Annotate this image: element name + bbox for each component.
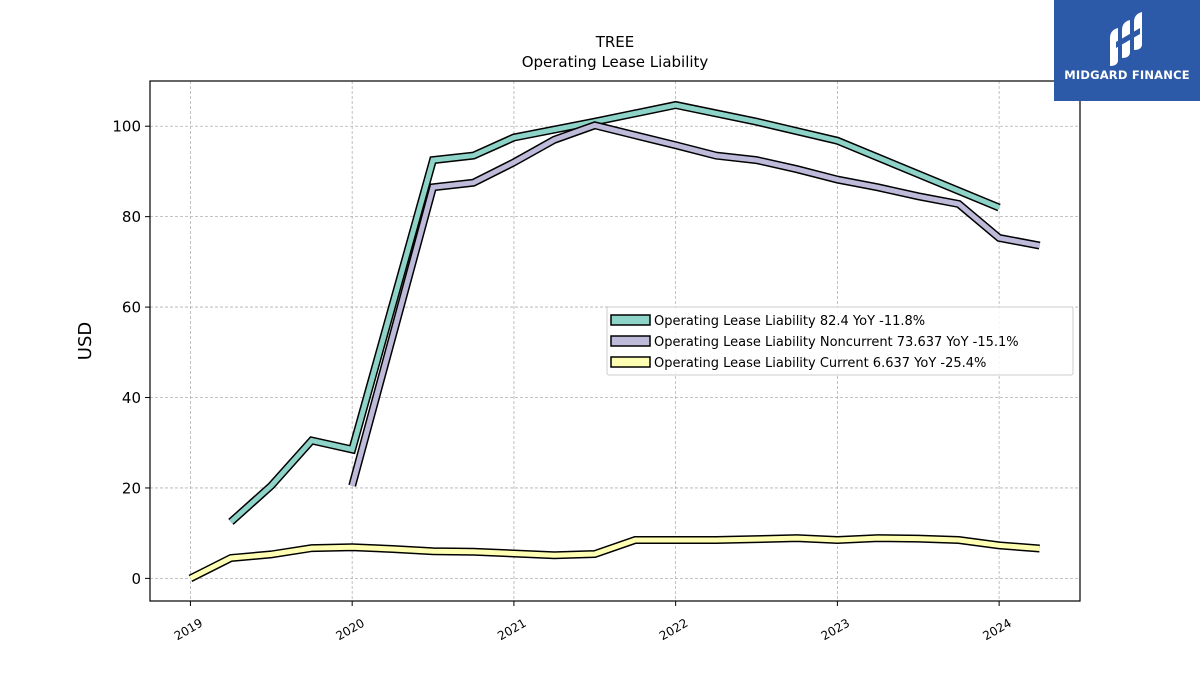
legend-box [606,306,1074,376]
y-tick-label: 0 [131,570,141,588]
x-tick-label: 2024 [980,616,1013,643]
legend: Operating Lease Liability 82.4 YoY -11.8… [606,306,1074,376]
legend-entry-label: Operating Lease Liability Current 6.637 … [654,356,986,371]
series-line-1 [349,122,1041,487]
legend-entry-label: Operating Lease Liability 82.4 YoY -11.8… [654,314,925,329]
legend-swatch [610,335,651,347]
brand-logo: MIDGARD FINANCE [1054,0,1200,101]
chart-title: TREE [595,33,635,51]
y-tick-label: 20 [122,479,141,497]
y-tick-label: 60 [122,299,141,317]
logo-mark-icon [1110,12,1142,66]
legend-swatch [610,356,651,368]
legend-entry-label: Operating Lease Liability Noncurrent 73.… [654,335,1019,350]
x-tick-label: 2019 [172,616,205,643]
x-tick-label: 2021 [495,616,528,643]
y-tick-label: 100 [112,118,141,136]
series-line-2 [189,535,1040,581]
legend-swatch [610,314,651,326]
x-tick-label: 2022 [657,616,690,643]
y-tick-label: 80 [122,208,141,226]
plot-frame [149,80,1081,602]
chart-subtitle: Operating Lease Liability [522,53,709,71]
y-axis-label: USD [75,322,96,360]
logo-text: MIDGARD FINANCE [1064,68,1190,82]
y-axis: 0 20 40 60 80 100 [112,118,150,588]
series-layer [188,100,1041,582]
x-tick-label: 2020 [333,616,366,643]
x-tick-label: 2023 [819,616,852,643]
y-tick-label: 40 [122,389,141,407]
x-axis: 2019 2020 2021 2022 2023 2024 [172,601,1014,643]
series-line-0 [229,102,1001,524]
series-line-outline-2 [188,534,1040,582]
